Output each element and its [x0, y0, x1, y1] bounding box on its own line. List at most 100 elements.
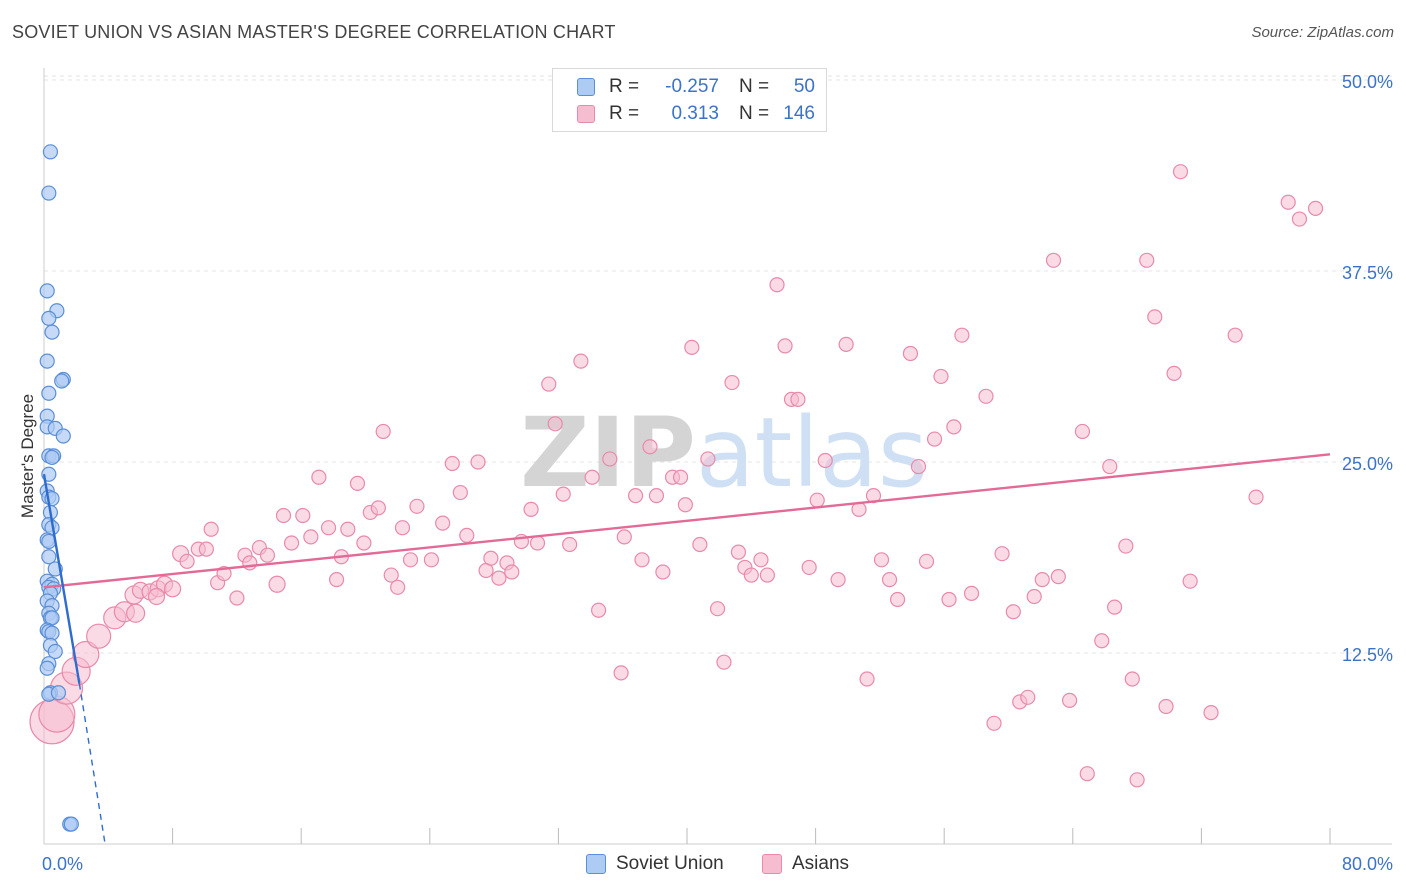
- soviet-point: [39, 283, 55, 299]
- asian-point: [555, 486, 571, 502]
- asian-point: [573, 353, 589, 369]
- r-value-asians: 0.313: [671, 103, 719, 124]
- x-tick-label-min: 0.0%: [42, 854, 83, 874]
- asian-point: [730, 544, 747, 560]
- y-tick-label: 37.5%: [1342, 263, 1393, 283]
- asian-point: [1139, 252, 1155, 268]
- asian-point: [1094, 633, 1110, 649]
- asian-point: [1227, 327, 1243, 343]
- asian-point: [584, 469, 600, 485]
- asian-point: [716, 654, 732, 670]
- asian-point: [423, 552, 440, 568]
- asian-point: [613, 665, 629, 681]
- asian-point: [356, 535, 372, 551]
- asian-point: [523, 501, 539, 517]
- asian-point: [801, 559, 817, 576]
- asian-point: [491, 570, 507, 586]
- soviet-legend-label: Soviet Union: [616, 853, 724, 874]
- asian-point: [1203, 704, 1219, 721]
- asian-trend-line: [43, 453, 1331, 589]
- asian-point: [259, 547, 276, 563]
- r-value-soviet: -0.257: [665, 76, 719, 97]
- asian-point: [1182, 573, 1198, 589]
- asian-point: [830, 572, 846, 588]
- asian-point: [838, 336, 854, 352]
- asian-point: [147, 587, 166, 606]
- asian-point: [1079, 766, 1095, 782]
- n-label: N =: [739, 76, 770, 97]
- asian-point: [759, 567, 775, 583]
- soviet-point: [44, 324, 60, 340]
- asian-point: [790, 391, 806, 407]
- asian-point: [1166, 365, 1182, 381]
- asian-point: [328, 572, 345, 588]
- asian-point: [753, 552, 769, 568]
- y-tick-label: 50.0%: [1342, 72, 1393, 92]
- asian-point: [547, 416, 563, 432]
- bottom-legend-soviet: Soviet Union: [586, 852, 724, 876]
- asian-point: [777, 338, 793, 354]
- soviet-swatch: [577, 78, 595, 96]
- asian-swatch: [577, 105, 595, 123]
- asian-point: [459, 527, 475, 543]
- watermark-atlas: atlas: [696, 397, 928, 509]
- asian-point: [941, 591, 957, 608]
- soviet-point: [55, 428, 71, 444]
- asian-point: [1005, 604, 1021, 620]
- asian-point: [562, 536, 578, 553]
- asian-point: [1248, 489, 1264, 505]
- soviet-point: [39, 353, 55, 369]
- asian-point: [1045, 252, 1062, 268]
- soviet-point: [54, 373, 70, 389]
- asian-point: [370, 500, 386, 516]
- asian-point: [435, 515, 451, 531]
- legend-row-soviet: R = -0.257 N = 50: [577, 75, 815, 99]
- asian-point: [648, 488, 665, 504]
- asian-point: [1307, 200, 1324, 216]
- n-label: N =: [739, 103, 770, 124]
- asian-point: [72, 640, 100, 669]
- asian-point: [889, 591, 906, 608]
- asian-point: [283, 535, 300, 551]
- soviet-trend-line: [42, 474, 81, 684]
- asian-point: [1280, 194, 1296, 210]
- asian-point: [86, 623, 112, 649]
- r-label: R =: [609, 76, 640, 97]
- asian-point: [390, 579, 406, 595]
- asian-point: [978, 388, 994, 404]
- asian-point: [946, 419, 962, 435]
- asian-point: [164, 580, 182, 598]
- asian-point: [743, 567, 759, 583]
- asian-points: [29, 164, 1324, 788]
- asian-point: [541, 376, 557, 392]
- asian-point: [1172, 164, 1189, 180]
- asian-point: [954, 327, 970, 343]
- asian-point: [1291, 211, 1308, 227]
- asian-point: [126, 603, 146, 623]
- asian-point: [383, 567, 399, 583]
- asian-point: [655, 564, 671, 580]
- asian-point: [918, 553, 935, 569]
- asian-point: [394, 520, 411, 536]
- soviet-point: [50, 685, 67, 701]
- asian-point: [483, 550, 499, 566]
- asian-point: [994, 546, 1010, 562]
- asian-point: [1129, 772, 1145, 788]
- asian-point: [198, 541, 214, 557]
- soviet-point: [41, 185, 57, 201]
- n-value-soviet: 50: [793, 76, 815, 97]
- asian-point: [444, 455, 460, 472]
- asian-point: [402, 552, 419, 568]
- asian-point: [275, 507, 292, 524]
- asian-point: [179, 553, 195, 569]
- asian-point: [1061, 692, 1078, 708]
- asian-point: [409, 498, 425, 514]
- asian-point: [700, 451, 716, 467]
- asian-point: [470, 454, 486, 470]
- asian-point: [809, 492, 825, 508]
- soviet-point: [39, 660, 55, 676]
- asian-point: [320, 520, 337, 536]
- asian-point: [1102, 458, 1118, 475]
- asian-point: [963, 585, 980, 602]
- asian-point: [303, 529, 319, 545]
